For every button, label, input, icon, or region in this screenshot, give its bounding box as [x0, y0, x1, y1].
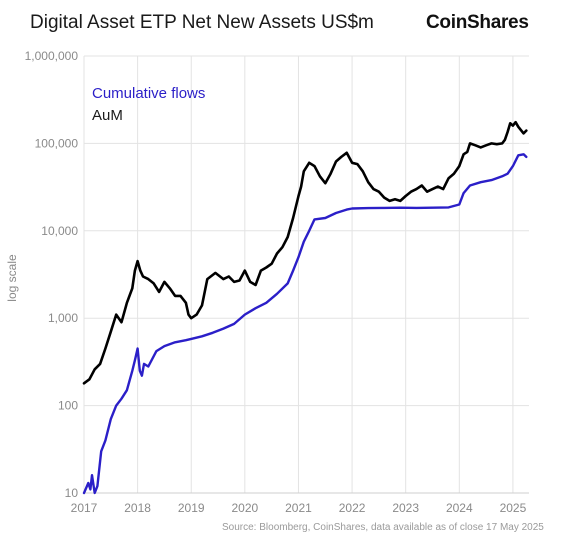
- y-tick-label: 100,000: [35, 136, 79, 150]
- series-layer: [82, 120, 528, 495]
- x-tick-label: 2023: [392, 501, 419, 515]
- source-note: Source: Bloomberg, CoinShares, data avai…: [222, 522, 544, 533]
- series-line-aum: [82, 120, 528, 385]
- y-tick-label: 1,000: [48, 311, 78, 325]
- y-tick-label: 100: [58, 399, 78, 413]
- x-tick-label: 2017: [71, 501, 98, 515]
- y-axis-label: log scale: [5, 254, 19, 302]
- axis-layer: 10 100 1,000 10,000 100,000 1,000,000 2017 2018…: [25, 49, 529, 515]
- coinshares-logo: CoinShares: [426, 12, 529, 33]
- x-tick-label: 2025: [500, 501, 527, 515]
- y-tick-label: 1,000,000: [25, 49, 79, 63]
- grid-layer: [83, 55, 529, 494]
- x-tick-label: 2019: [178, 501, 205, 515]
- chart-title: Digital Asset ETP Net New Assets US$m: [30, 12, 374, 33]
- x-tick-label: 2018: [124, 501, 151, 515]
- y-tick-label: 10: [65, 486, 79, 500]
- x-tick-label: 2020: [231, 501, 258, 515]
- y-tick-label: 10,000: [41, 224, 78, 238]
- x-tick-label: 2022: [339, 501, 366, 515]
- x-tick-label: 2024: [446, 501, 473, 515]
- legend-cumulative-flows: Cumulative flows: [92, 85, 205, 102]
- legend-aum: AuM: [92, 107, 123, 124]
- x-tick-label: 2021: [285, 501, 312, 515]
- series-line-cumulative-flows: [82, 153, 528, 495]
